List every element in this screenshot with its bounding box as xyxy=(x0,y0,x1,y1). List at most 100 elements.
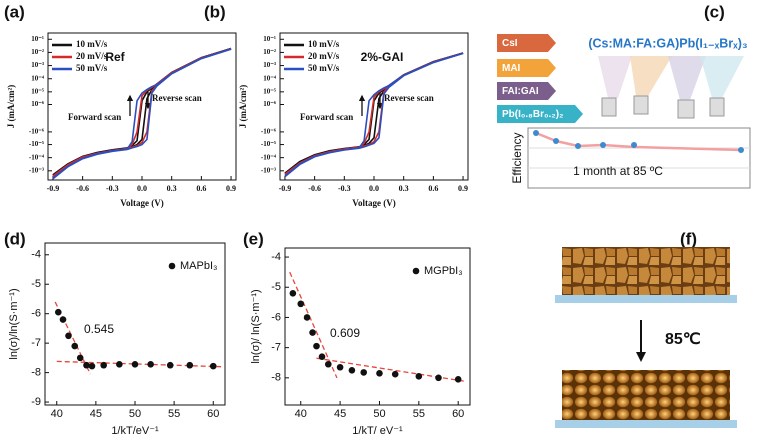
y-tick-label: 10⁻⁴ xyxy=(31,74,45,82)
data-point xyxy=(318,353,326,360)
y-tick-label: 10⁻² xyxy=(31,48,44,56)
y-tick-label: -4 xyxy=(31,249,41,261)
inset-point xyxy=(553,138,559,144)
panel-label: (e) xyxy=(243,229,264,248)
cylinder xyxy=(677,99,695,119)
annotation: Forward scan xyxy=(300,112,353,122)
plot-frame xyxy=(284,247,471,406)
slope-label: 0.609 xyxy=(330,326,360,340)
data-point xyxy=(435,374,442,382)
y-tick-label: -7 xyxy=(271,342,281,354)
data-point xyxy=(360,369,368,376)
annotation: Forward scan xyxy=(68,112,121,122)
y-tick-label: 10⁻³ xyxy=(263,61,276,69)
data-point xyxy=(313,342,320,350)
x-tick-label: 60 xyxy=(207,408,219,420)
precursor-label: Pb(I₀.₈Br₀.₂)₂ xyxy=(502,109,563,120)
y-tick-label: 10⁻² xyxy=(263,48,276,56)
legend-label: MGPbI₃ xyxy=(424,265,463,277)
data-point xyxy=(415,373,423,380)
data-point xyxy=(348,366,356,374)
jv-curve xyxy=(284,52,464,178)
legend-marker xyxy=(168,262,176,270)
data-point xyxy=(303,314,311,321)
x-tick-label: 0.6 xyxy=(196,184,206,193)
x-tick-label: -0.3 xyxy=(338,184,351,193)
data-point xyxy=(209,362,217,370)
panel-label: (d) xyxy=(4,229,26,248)
diagram-c: CsI MAI FAI:GAI Pb(I₀.₈Br₀.₂)₂ (Cs:MA:FA… xyxy=(497,34,751,189)
data-point xyxy=(297,300,305,308)
annotation: Reverse scan xyxy=(152,93,202,103)
data-point xyxy=(289,289,297,297)
beam xyxy=(630,56,672,96)
y-axis-label: J (mA/cm²) xyxy=(6,85,16,128)
inset-ylabel: Efficiency xyxy=(510,132,524,183)
cylinder xyxy=(633,95,649,115)
legend-label: 20 mV/s xyxy=(308,51,340,61)
y-tick-label: 10⁻⁶ xyxy=(263,100,276,108)
precursor-box xyxy=(497,105,583,123)
y-tick-label: -4 xyxy=(271,251,281,263)
legend-marker xyxy=(412,267,420,275)
precursor-label: CsI xyxy=(502,38,518,49)
inset-curve xyxy=(535,131,742,152)
inset-point xyxy=(575,143,581,149)
precursor-label: MAI xyxy=(502,63,521,74)
beam xyxy=(700,56,744,98)
x-tick-label: 40 xyxy=(51,408,63,420)
data-point xyxy=(116,361,123,368)
legend-label: 50 mV/s xyxy=(76,63,108,73)
x-tick-label: 0.9 xyxy=(226,184,236,193)
panel-label: (f) xyxy=(680,229,697,248)
y-tick-label: -6 xyxy=(271,311,281,323)
y-tick-label: 10⁻⁵ xyxy=(263,87,276,95)
y-tick-label: 10⁻³ xyxy=(31,61,44,69)
data-point xyxy=(100,361,107,369)
cylinder xyxy=(601,97,617,117)
film-before xyxy=(562,247,730,295)
data-point xyxy=(71,342,79,350)
y-tick-label: -7 xyxy=(31,337,41,349)
x-tick-label: 0.0 xyxy=(137,184,147,193)
data-point xyxy=(55,308,62,316)
y-tick-label: -5 xyxy=(271,281,281,293)
x-tick-label: 45 xyxy=(90,408,102,420)
inset-point xyxy=(533,130,539,136)
data-point xyxy=(88,362,96,370)
y-axis-label: ln(σ)/ ln(S·m⁻¹) xyxy=(250,289,262,363)
data-point xyxy=(454,376,462,383)
y-tick-label: 10⁻⁵ xyxy=(31,87,44,95)
y-tick-label: -10⁻³ xyxy=(261,166,276,174)
fit-line xyxy=(56,360,222,368)
cylinder xyxy=(709,97,725,117)
data-point xyxy=(186,361,194,369)
x-axis-label: Voltage (V) xyxy=(120,198,163,208)
slope-label: 0.545 xyxy=(84,322,114,336)
data-point xyxy=(76,354,84,362)
y-axis-label: ln(σ)/ln(S·m⁻¹) xyxy=(8,288,20,359)
x-tick-label: 0.3 xyxy=(167,184,177,193)
formula: (Cs:MA:FA:GA)Pb(I₁₋ₓBrₓ)₃ xyxy=(588,36,748,50)
beam xyxy=(598,56,632,98)
inset-note: 1 month at 85 ºC xyxy=(573,164,663,178)
annotation: Reverse scan xyxy=(384,93,434,103)
x-tick-label: 0.3 xyxy=(399,184,409,193)
beam xyxy=(668,56,706,100)
x-tick-label: 50 xyxy=(129,408,141,420)
legend-label: 10 mV/s xyxy=(308,39,340,49)
inset-point xyxy=(600,142,606,148)
panel-label: (b) xyxy=(204,2,226,21)
inset-point xyxy=(631,142,637,148)
panel-label: (c) xyxy=(704,2,725,21)
x-tick-label: -0.9 xyxy=(47,184,60,193)
fit-line xyxy=(316,357,467,383)
y-tick-label: -10⁻⁶ xyxy=(29,128,44,136)
y-tick-label: -10⁻⁵ xyxy=(261,140,276,148)
inset-frame xyxy=(527,127,751,189)
x-tick-label: -0.9 xyxy=(279,184,292,193)
sample-tag: 2%-GAI xyxy=(361,50,404,64)
legend-label: 50 mV/s xyxy=(308,63,340,73)
x-tick-label: 45 xyxy=(334,408,346,420)
